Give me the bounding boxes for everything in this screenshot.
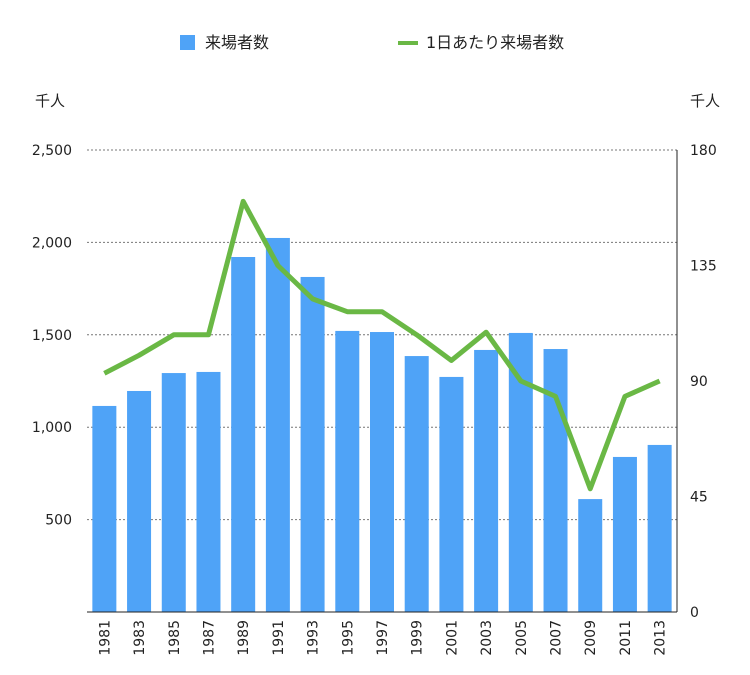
bar <box>612 456 637 612</box>
x-tick-label: 1985 <box>167 620 183 656</box>
x-tick-label: 2009 <box>583 620 599 656</box>
legend-line-label: 1日あたり来場者数 <box>426 33 564 52</box>
left-tick-label: 1,000 <box>32 420 72 436</box>
right-tick-label: 45 <box>690 490 708 506</box>
bar <box>161 373 186 612</box>
x-tick-label: 1999 <box>410 620 426 656</box>
legend: 来場者数 1日あたり来場者数 <box>180 33 564 52</box>
left-tick-label: 500 <box>45 513 72 529</box>
bar <box>578 499 603 612</box>
right-tick-label: 135 <box>690 259 717 275</box>
bar <box>92 405 117 612</box>
bar <box>543 349 568 612</box>
x-tick-label: 2013 <box>653 620 669 656</box>
x-tick-label: 1987 <box>201 620 217 656</box>
x-tick-label: 1993 <box>306 620 322 656</box>
right-tick-label: 180 <box>690 143 717 159</box>
x-tick-label: 1983 <box>132 620 148 656</box>
bar <box>231 256 256 612</box>
x-tick-label: 2003 <box>479 620 495 656</box>
bar <box>404 356 429 612</box>
right-tick-label: 90 <box>690 374 708 390</box>
x-tick-label: 1991 <box>271 620 287 656</box>
left-tick-label: 1,500 <box>32 328 72 344</box>
left-tick-label: 2,000 <box>32 235 72 251</box>
bar <box>335 330 360 612</box>
bar <box>265 237 290 613</box>
bar <box>474 349 499 612</box>
x-tick-label: 1989 <box>236 620 252 656</box>
bar <box>439 376 464 612</box>
bar <box>127 390 152 612</box>
right-tick-label: 0 <box>690 605 699 621</box>
x-tick-label: 1997 <box>375 620 391 656</box>
right-axis-unit: 千人 <box>690 92 720 110</box>
bar <box>196 371 221 612</box>
left-axis-unit: 千人 <box>35 92 65 110</box>
left-tick-label: 2,500 <box>32 143 72 159</box>
bar <box>508 332 533 612</box>
x-tick-label: 2005 <box>514 620 530 656</box>
bar <box>647 444 672 612</box>
x-tick-label: 2007 <box>549 620 565 656</box>
legend-bar-swatch <box>180 35 195 50</box>
bar <box>300 276 325 612</box>
x-tick-label: 1981 <box>97 620 113 656</box>
legend-bar-label: 来場者数 <box>205 33 269 52</box>
x-tick-label: 2001 <box>444 620 460 656</box>
x-tick-label: 2011 <box>618 620 634 656</box>
x-tick-label: 1995 <box>340 620 356 656</box>
bar <box>370 332 394 612</box>
